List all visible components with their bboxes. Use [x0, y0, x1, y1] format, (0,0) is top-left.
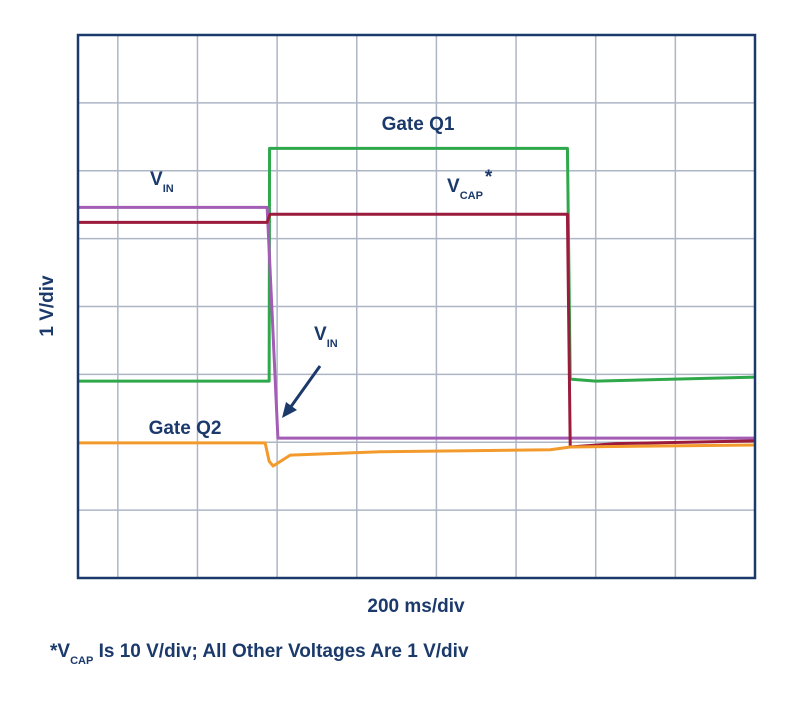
- trace: [78, 212, 756, 449]
- annotation-sub: IN: [163, 183, 174, 195]
- footnote-text: Is 10 V/div; All Other Voltages Are 1 V/…: [93, 641, 469, 662]
- annotation-text: V: [150, 169, 163, 190]
- x-axis-label: 200 ms/div: [367, 596, 465, 617]
- annotation: VIN: [150, 169, 174, 195]
- trace: [78, 205, 755, 440]
- annotation: VCAP*: [447, 167, 493, 202]
- footnote: *VCAP Is 10 V/div; All Other Voltages Ar…: [50, 641, 469, 667]
- annotation-sub: CAP: [460, 190, 483, 202]
- plot-frame: [76, 33, 757, 580]
- annotation-sub: IN: [327, 338, 338, 350]
- footnote-sub: CAP: [70, 655, 93, 667]
- trace: [78, 146, 756, 383]
- traces: [78, 146, 756, 468]
- arrow-head: [282, 402, 297, 418]
- annotation-text: V: [447, 176, 460, 197]
- trace: [78, 441, 756, 468]
- arrow: [288, 365, 322, 409]
- annotation-sup: *: [485, 167, 493, 188]
- grid: [78, 35, 755, 578]
- footnote-text: *V: [50, 641, 70, 662]
- y-axis-label: 1 V/div: [37, 275, 58, 337]
- annotation-text: V: [314, 324, 327, 345]
- annotation: Gate Q1: [382, 114, 455, 135]
- annotation: Gate Q2: [149, 418, 222, 439]
- annotation: VIN: [314, 324, 338, 350]
